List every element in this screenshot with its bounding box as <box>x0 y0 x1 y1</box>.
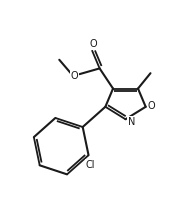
Text: O: O <box>71 71 78 81</box>
Text: Cl: Cl <box>86 160 95 170</box>
Text: O: O <box>148 101 155 111</box>
Text: O: O <box>89 39 97 49</box>
Text: N: N <box>128 117 135 127</box>
